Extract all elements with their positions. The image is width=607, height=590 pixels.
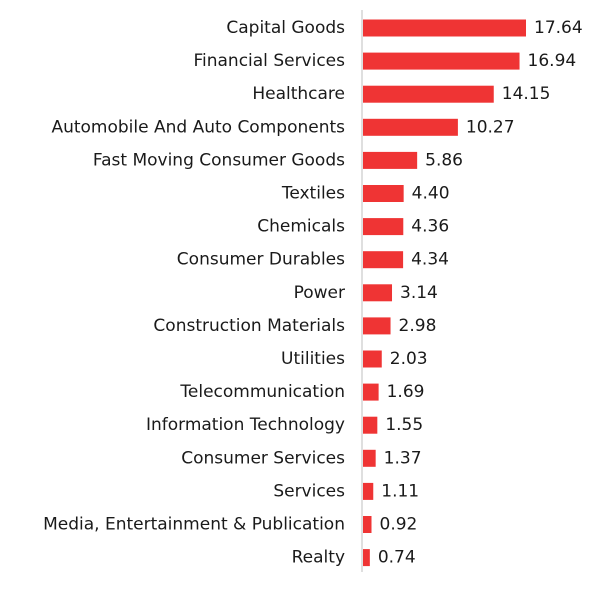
category-label: Realty [292, 548, 345, 568]
bars-group: Capital Goods 17.64 Financial Services 16.9… [43, 18, 583, 568]
value-label: 1.55 [385, 415, 423, 435]
category-label: Textiles [281, 184, 345, 204]
bar [363, 516, 372, 533]
category-label: Consumer Durables [177, 250, 345, 270]
value-label: 4.36 [411, 217, 449, 237]
value-label: 1.37 [384, 448, 422, 468]
value-label: 14.15 [502, 84, 551, 104]
value-label: 2.03 [390, 349, 428, 369]
category-label: Financial Services [193, 51, 345, 71]
value-label: 4.40 [412, 184, 450, 204]
bar [363, 185, 404, 202]
category-label: Fast Moving Consumer Goods [93, 150, 345, 170]
value-label: 5.86 [425, 150, 463, 170]
bar [363, 549, 370, 567]
category-label: Automobile And Auto Components [51, 117, 345, 137]
bar [363, 251, 404, 269]
bar [363, 19, 526, 37]
value-label: 0.92 [380, 515, 418, 535]
bar [363, 350, 382, 368]
bar [363, 482, 374, 500]
bar [363, 416, 378, 434]
bar [363, 449, 376, 467]
bar [363, 85, 494, 103]
category-label: Media, Entertainment & Publication [43, 515, 345, 535]
bar [363, 317, 391, 335]
category-label: Capital Goods [226, 18, 345, 38]
value-label: 1.69 [387, 382, 425, 402]
category-label: Consumer Services [181, 448, 345, 468]
category-label: Construction Materials [153, 316, 345, 336]
value-label: 0.74 [378, 548, 416, 568]
category-label: Chemicals [257, 217, 345, 237]
value-label: 2.98 [399, 316, 437, 336]
value-label: 1.11 [381, 481, 419, 501]
category-label: Utilities [281, 349, 345, 369]
value-label: 4.34 [411, 250, 449, 270]
bar [363, 284, 393, 302]
value-label: 3.14 [400, 283, 438, 303]
value-label: 17.64 [534, 18, 583, 38]
bar [363, 151, 418, 169]
category-label: Services [273, 481, 345, 501]
category-label: Power [294, 283, 345, 303]
bar [363, 52, 520, 70]
value-label: 10.27 [466, 117, 515, 137]
category-label: Information Technology [146, 415, 345, 435]
value-label: 16.94 [528, 51, 577, 71]
category-label: Healthcare [252, 84, 345, 104]
bar [363, 383, 379, 401]
bar [363, 218, 404, 236]
bar [363, 118, 458, 136]
category-label: Telecommunication [179, 382, 345, 402]
